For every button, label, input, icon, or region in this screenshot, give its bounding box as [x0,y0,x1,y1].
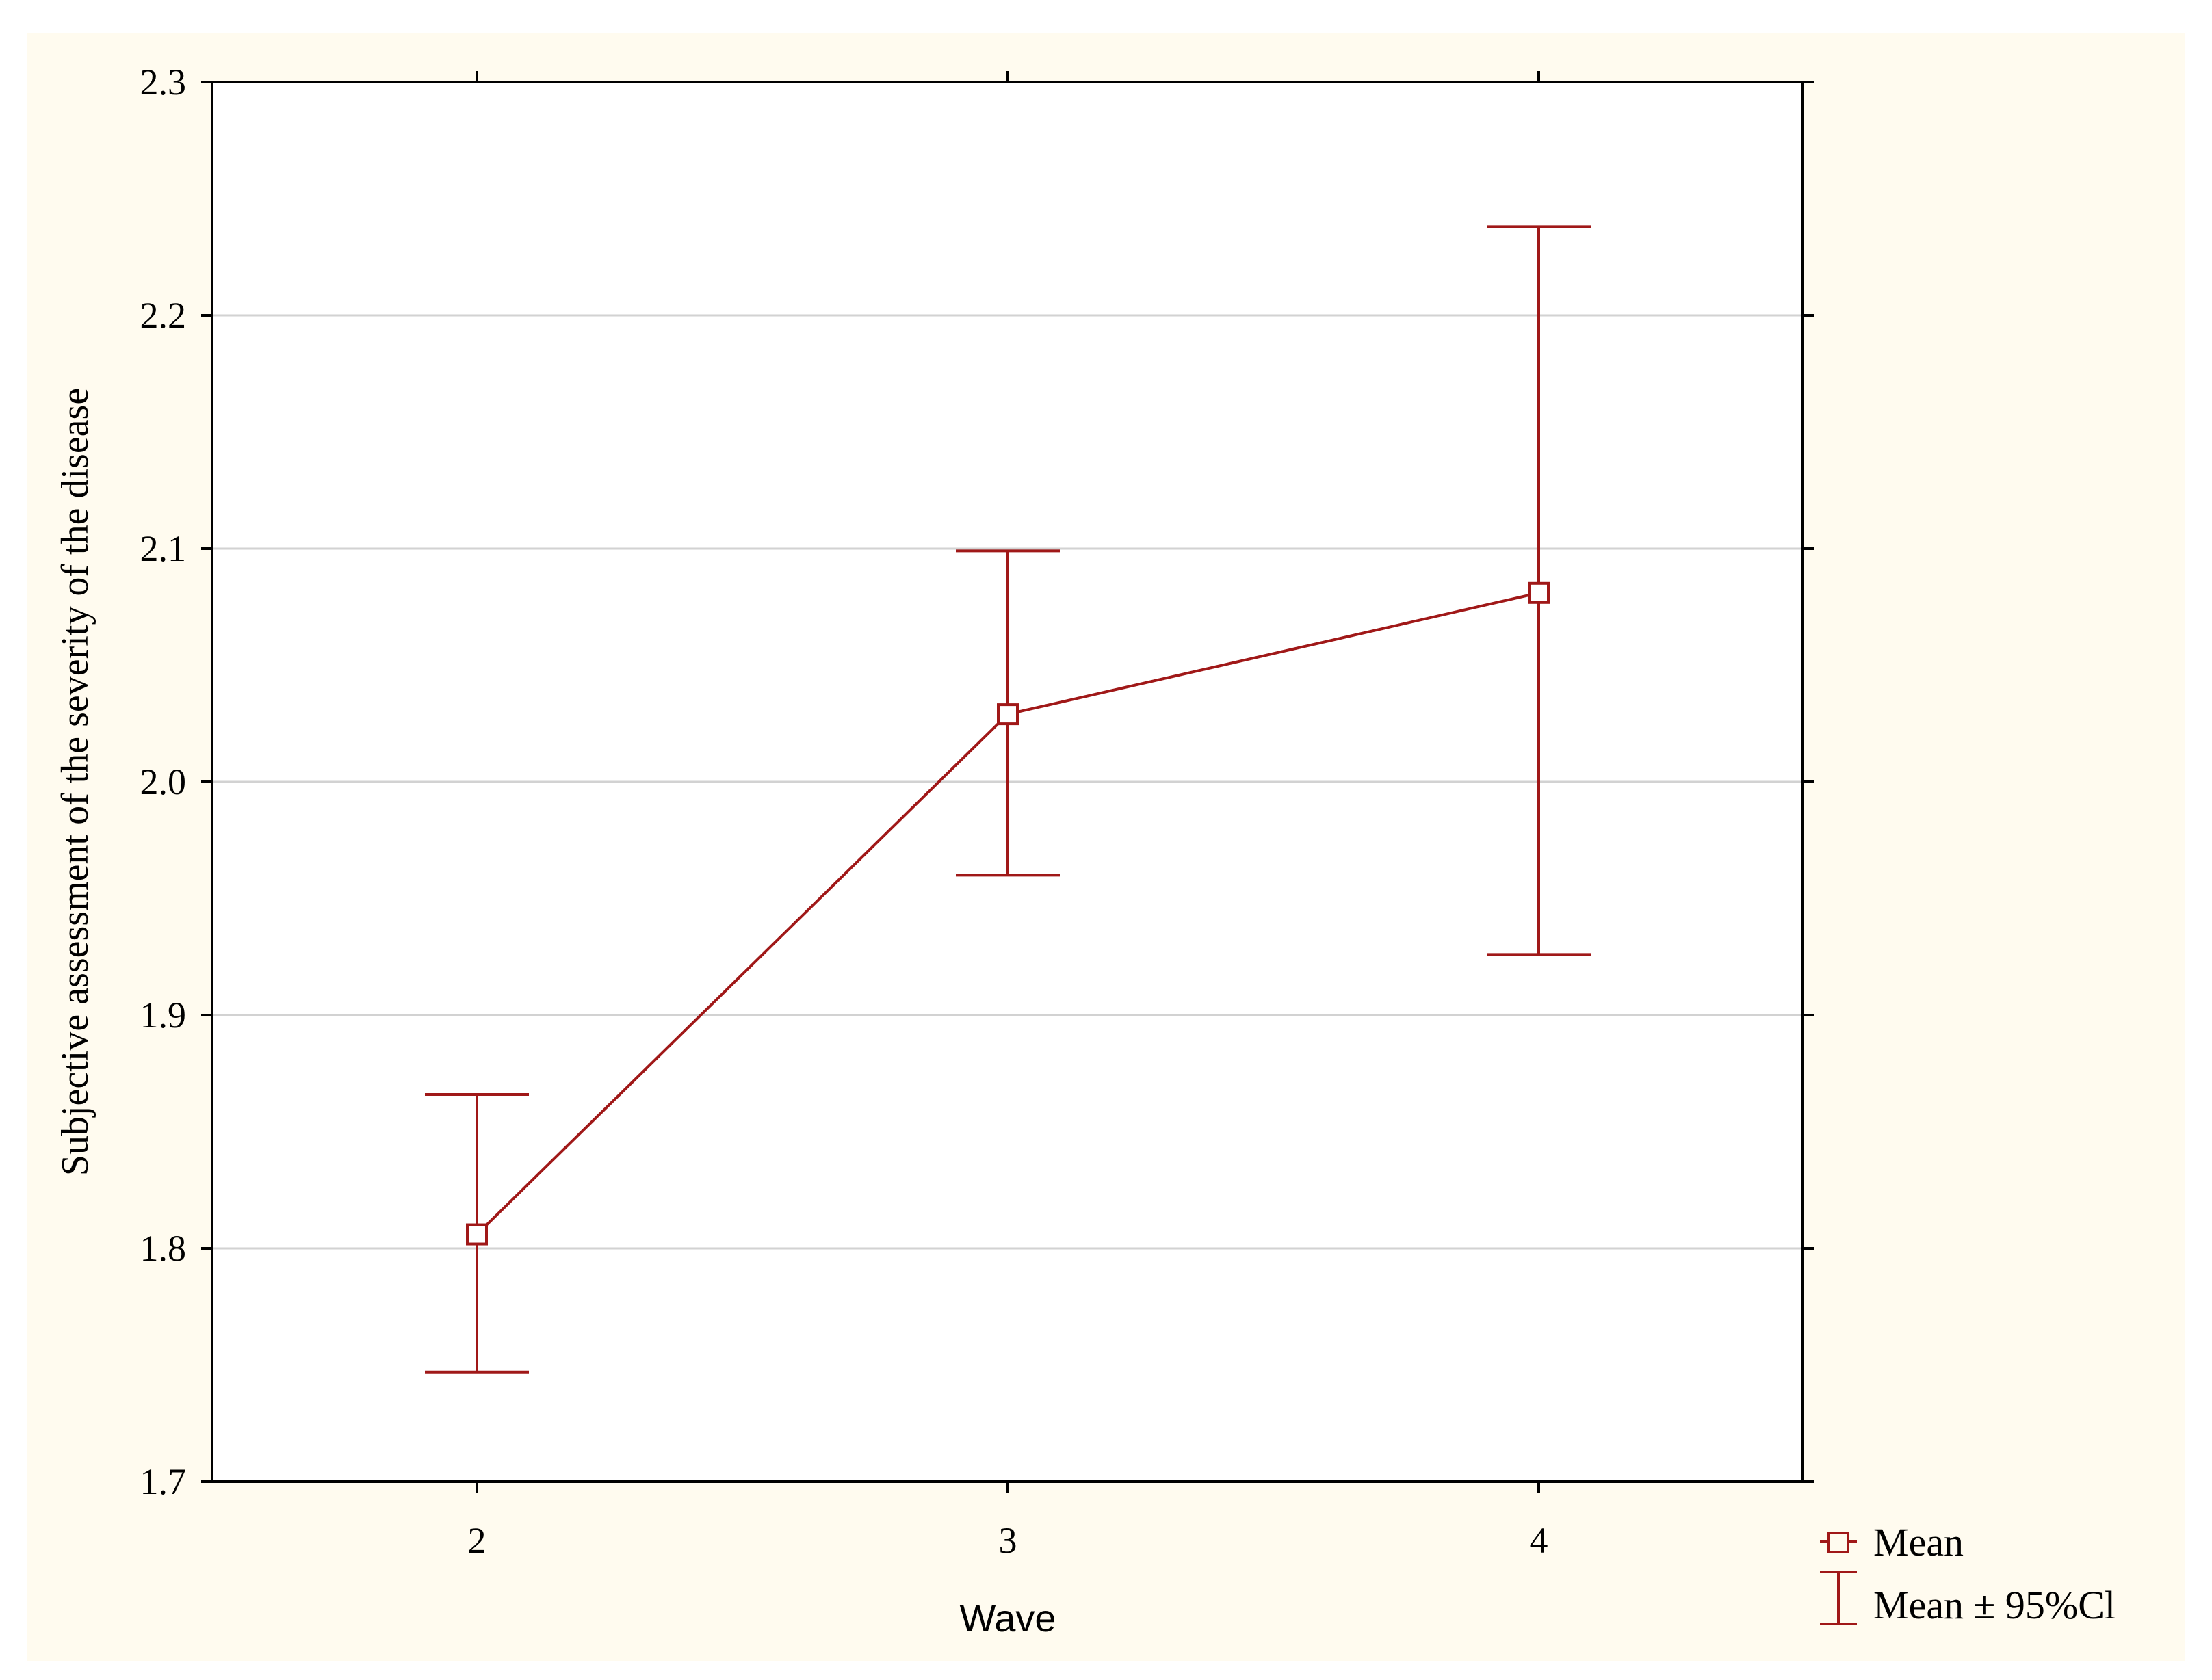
y-tick-label: 1.7 [140,1461,187,1502]
y-tick-label: 2.1 [140,528,187,569]
legend-entry-ci: Mean ± 95%Cl [1873,1583,2116,1627]
legend-mean-marker-icon [1820,1532,1857,1553]
legend-error-bar-icon [1820,1571,1857,1625]
legend: Mean Mean ± 95%Cl [1820,1520,2116,1627]
y-tick-label: 1.8 [140,1228,187,1269]
mean-point [1528,581,1550,604]
x-tick-label: 4 [1530,1520,1548,1561]
y-tick-label: 1.9 [140,995,187,1036]
mean-point [466,1223,488,1246]
x-tick-label: 3 [999,1520,1017,1561]
x-axis-title: Wave [959,1597,1056,1640]
mean-point [997,703,1019,726]
y-tick-label: 2.2 [140,295,187,336]
y-tick-label: 2.3 [140,62,187,103]
y-tick-label: 2.0 [140,761,187,802]
axis-ticks: 1.7 1.8 1.9 2.0 2.1 2.2 2.3 2 3 4 [140,62,1814,1561]
series-mean [425,225,1591,1374]
x-tick-label: 2 [468,1520,486,1561]
y-axis-title: Subjective assessment of the severity of… [54,388,96,1176]
legend-entry-mean: Mean [1873,1520,1964,1564]
